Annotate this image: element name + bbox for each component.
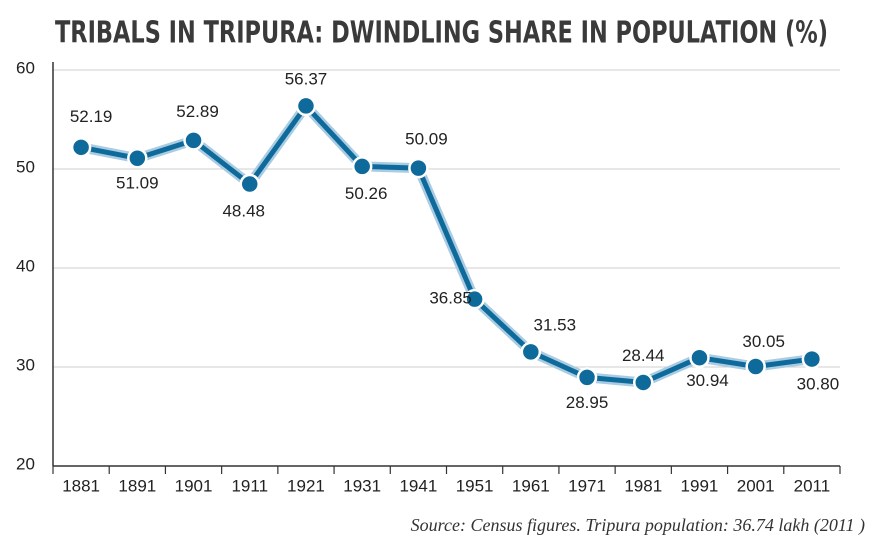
x-tick-label: 1911 — [231, 476, 268, 495]
x-tick-label: 1991 — [681, 476, 719, 495]
data-label: 50.09 — [405, 130, 448, 149]
data-label: 52.89 — [176, 102, 219, 121]
data-label: 28.44 — [622, 346, 665, 365]
data-label: 28.95 — [566, 393, 609, 412]
source-note: Source: Census figures. Tripura populati… — [411, 515, 865, 536]
x-tick-label: 1931 — [343, 476, 381, 495]
x-tick-label: 1961 — [512, 476, 550, 495]
data-label: 56.37 — [285, 69, 328, 88]
data-label: 31.53 — [534, 315, 577, 334]
point — [408, 157, 429, 179]
point — [689, 347, 710, 368]
y-tick-label: 20 — [16, 454, 35, 473]
data-label: 30.05 — [742, 332, 785, 351]
data-label: 48.48 — [222, 202, 265, 221]
data-label: 50.26 — [345, 184, 388, 203]
point — [633, 372, 654, 393]
point — [464, 288, 485, 310]
point — [239, 173, 260, 195]
x-tick-label: 1881 — [62, 476, 100, 495]
x-tick-label: 1901 — [175, 476, 213, 495]
x-tick-label: 1981 — [624, 476, 662, 495]
y-tick-label: 30 — [16, 355, 35, 374]
data-label: 30.80 — [797, 375, 840, 394]
point — [520, 341, 542, 363]
point — [295, 95, 317, 117]
point — [576, 367, 598, 388]
point — [127, 147, 148, 169]
data-label: 51.09 — [116, 174, 159, 193]
data-label: 30.94 — [686, 371, 729, 390]
x-tick-label: 1941 — [399, 476, 437, 495]
point — [351, 156, 373, 177]
x-tick-label: 1951 — [456, 476, 494, 495]
chart-title: TRIBALS IN TRIPURA: DWINDLING SHARE IN P… — [55, 16, 828, 51]
x-tick-label: 1891 — [118, 476, 156, 495]
y-tick-label: 60 — [16, 58, 35, 77]
y-tick-label: 40 — [16, 256, 35, 275]
x-tick-label: 2001 — [737, 476, 775, 495]
data-label: 36.85 — [429, 289, 472, 308]
point — [745, 356, 766, 377]
x-tick-label: 2011 — [794, 476, 831, 495]
y-tick-label: 50 — [16, 157, 35, 176]
data-label: 52.19 — [70, 107, 113, 126]
point — [183, 130, 204, 151]
point — [801, 348, 823, 370]
x-tick-label: 1921 — [287, 476, 325, 495]
point — [70, 137, 92, 158]
x-tick-label: 1971 — [568, 476, 606, 495]
